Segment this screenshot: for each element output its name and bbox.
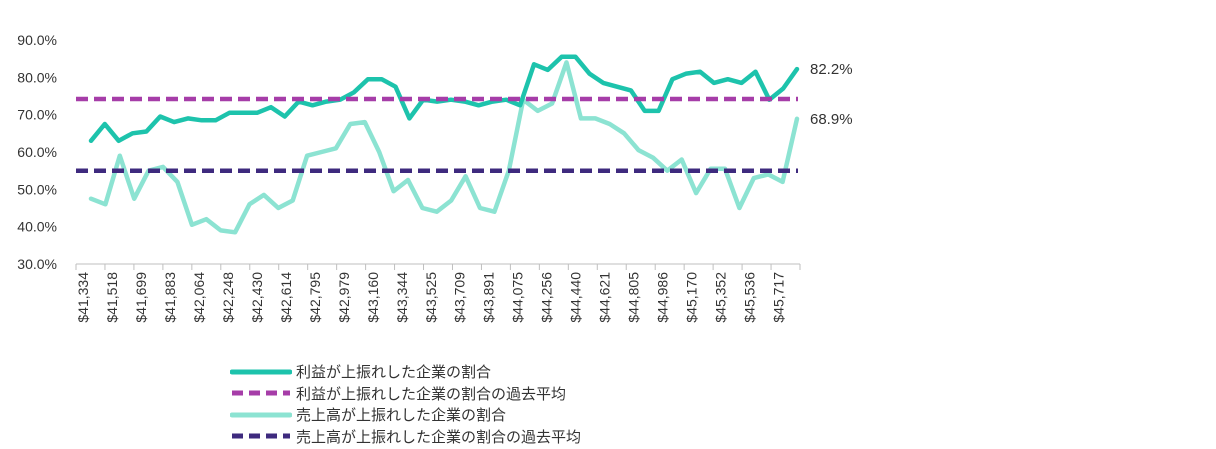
end-labels: 68.9% 82.2% bbox=[810, 61, 853, 128]
legend-label-sales-avg: 売上高が上振れした企業の割合の過去平均 bbox=[296, 427, 582, 446]
x-tick-label: $44,986 bbox=[654, 272, 670, 323]
x-tick-label: $43,344 bbox=[394, 272, 410, 323]
y-tick-label: 90.0% bbox=[17, 32, 57, 48]
legend-swatch-profit-avg bbox=[232, 390, 290, 396]
legend-item-profit-avg: 利益が上振れした企業の割合の過去平均 bbox=[230, 383, 581, 405]
x-tick-label: $43,709 bbox=[452, 272, 468, 323]
y-tick-label: 30.0% bbox=[17, 256, 57, 272]
x-tick-label: $44,621 bbox=[597, 272, 613, 323]
x-axis: $41,334 $41,518 $41,699 $41,883 $42,064 $42,2… bbox=[75, 263, 801, 323]
legend-label-sales: 売上高が上振れした企業の割合 bbox=[296, 406, 507, 425]
x-tick-label: $41,334 bbox=[75, 272, 91, 323]
legend-swatch-sales bbox=[230, 412, 292, 418]
x-tick-label: $44,440 bbox=[568, 272, 584, 323]
y-tick-label: 40.0% bbox=[17, 219, 57, 235]
series-line-2 bbox=[88, 60, 800, 235]
x-tick-label: $42,979 bbox=[336, 272, 352, 323]
x-tick-label: $43,891 bbox=[481, 272, 497, 323]
x-tick-label: $45,717 bbox=[770, 272, 786, 323]
y-axis-tick-labels: 30.0% 40.0% 50.0% 60.0% 70.0% 80.0% 90.0% bbox=[17, 32, 57, 272]
x-tick-label: $45,536 bbox=[741, 272, 757, 323]
x-tick-label: $41,883 bbox=[162, 272, 178, 323]
legend-swatch-sales-avg bbox=[232, 433, 290, 439]
y-tick-label: 70.0% bbox=[17, 107, 57, 123]
legend: 利益が上振れした企業の割合 利益が上振れした企業の割合の過去平均 売上高が上振れ… bbox=[230, 361, 581, 447]
legend-item-sales-avg: 売上高が上振れした企業の割合の過去平均 bbox=[230, 426, 581, 448]
x-tick-label: $45,352 bbox=[712, 272, 728, 323]
y-tick-label: 50.0% bbox=[17, 181, 57, 197]
x-tick-label: $43,160 bbox=[365, 272, 381, 323]
y-tick-label: 60.0% bbox=[17, 144, 57, 160]
x-tick-label: $44,256 bbox=[539, 272, 555, 323]
x-tick-label: $42,614 bbox=[278, 272, 294, 323]
x-tick-label: $41,518 bbox=[104, 272, 120, 323]
legend-item-sales: 売上高が上振れした企業の割合 bbox=[230, 404, 581, 426]
legend-item-profit: 利益が上振れした企業の割合 bbox=[230, 361, 581, 383]
end-label-2: 68.9% bbox=[810, 111, 853, 128]
y-tick-label: 80.0% bbox=[17, 69, 57, 85]
x-tick-label: $42,430 bbox=[249, 272, 265, 323]
x-tick-label: $42,064 bbox=[191, 272, 207, 323]
legend-label-profit: 利益が上振れした企業の割合 bbox=[296, 363, 492, 382]
x-tick-label: $44,805 bbox=[625, 272, 641, 323]
x-tick-label: $42,795 bbox=[307, 272, 323, 323]
x-tick-label: $45,170 bbox=[683, 272, 699, 323]
x-tick-label: $44,075 bbox=[510, 272, 526, 323]
end-label-0: 82.2% bbox=[810, 61, 853, 78]
series-lines bbox=[76, 54, 800, 235]
x-tick-label: $42,248 bbox=[220, 272, 236, 323]
legend-swatch-profit bbox=[230, 369, 292, 375]
legend-label-profit-avg: 利益が上振れした企業の割合の過去平均 bbox=[296, 384, 567, 403]
x-tick-label: $41,699 bbox=[133, 272, 149, 323]
x-tick-label: $43,525 bbox=[423, 272, 439, 323]
